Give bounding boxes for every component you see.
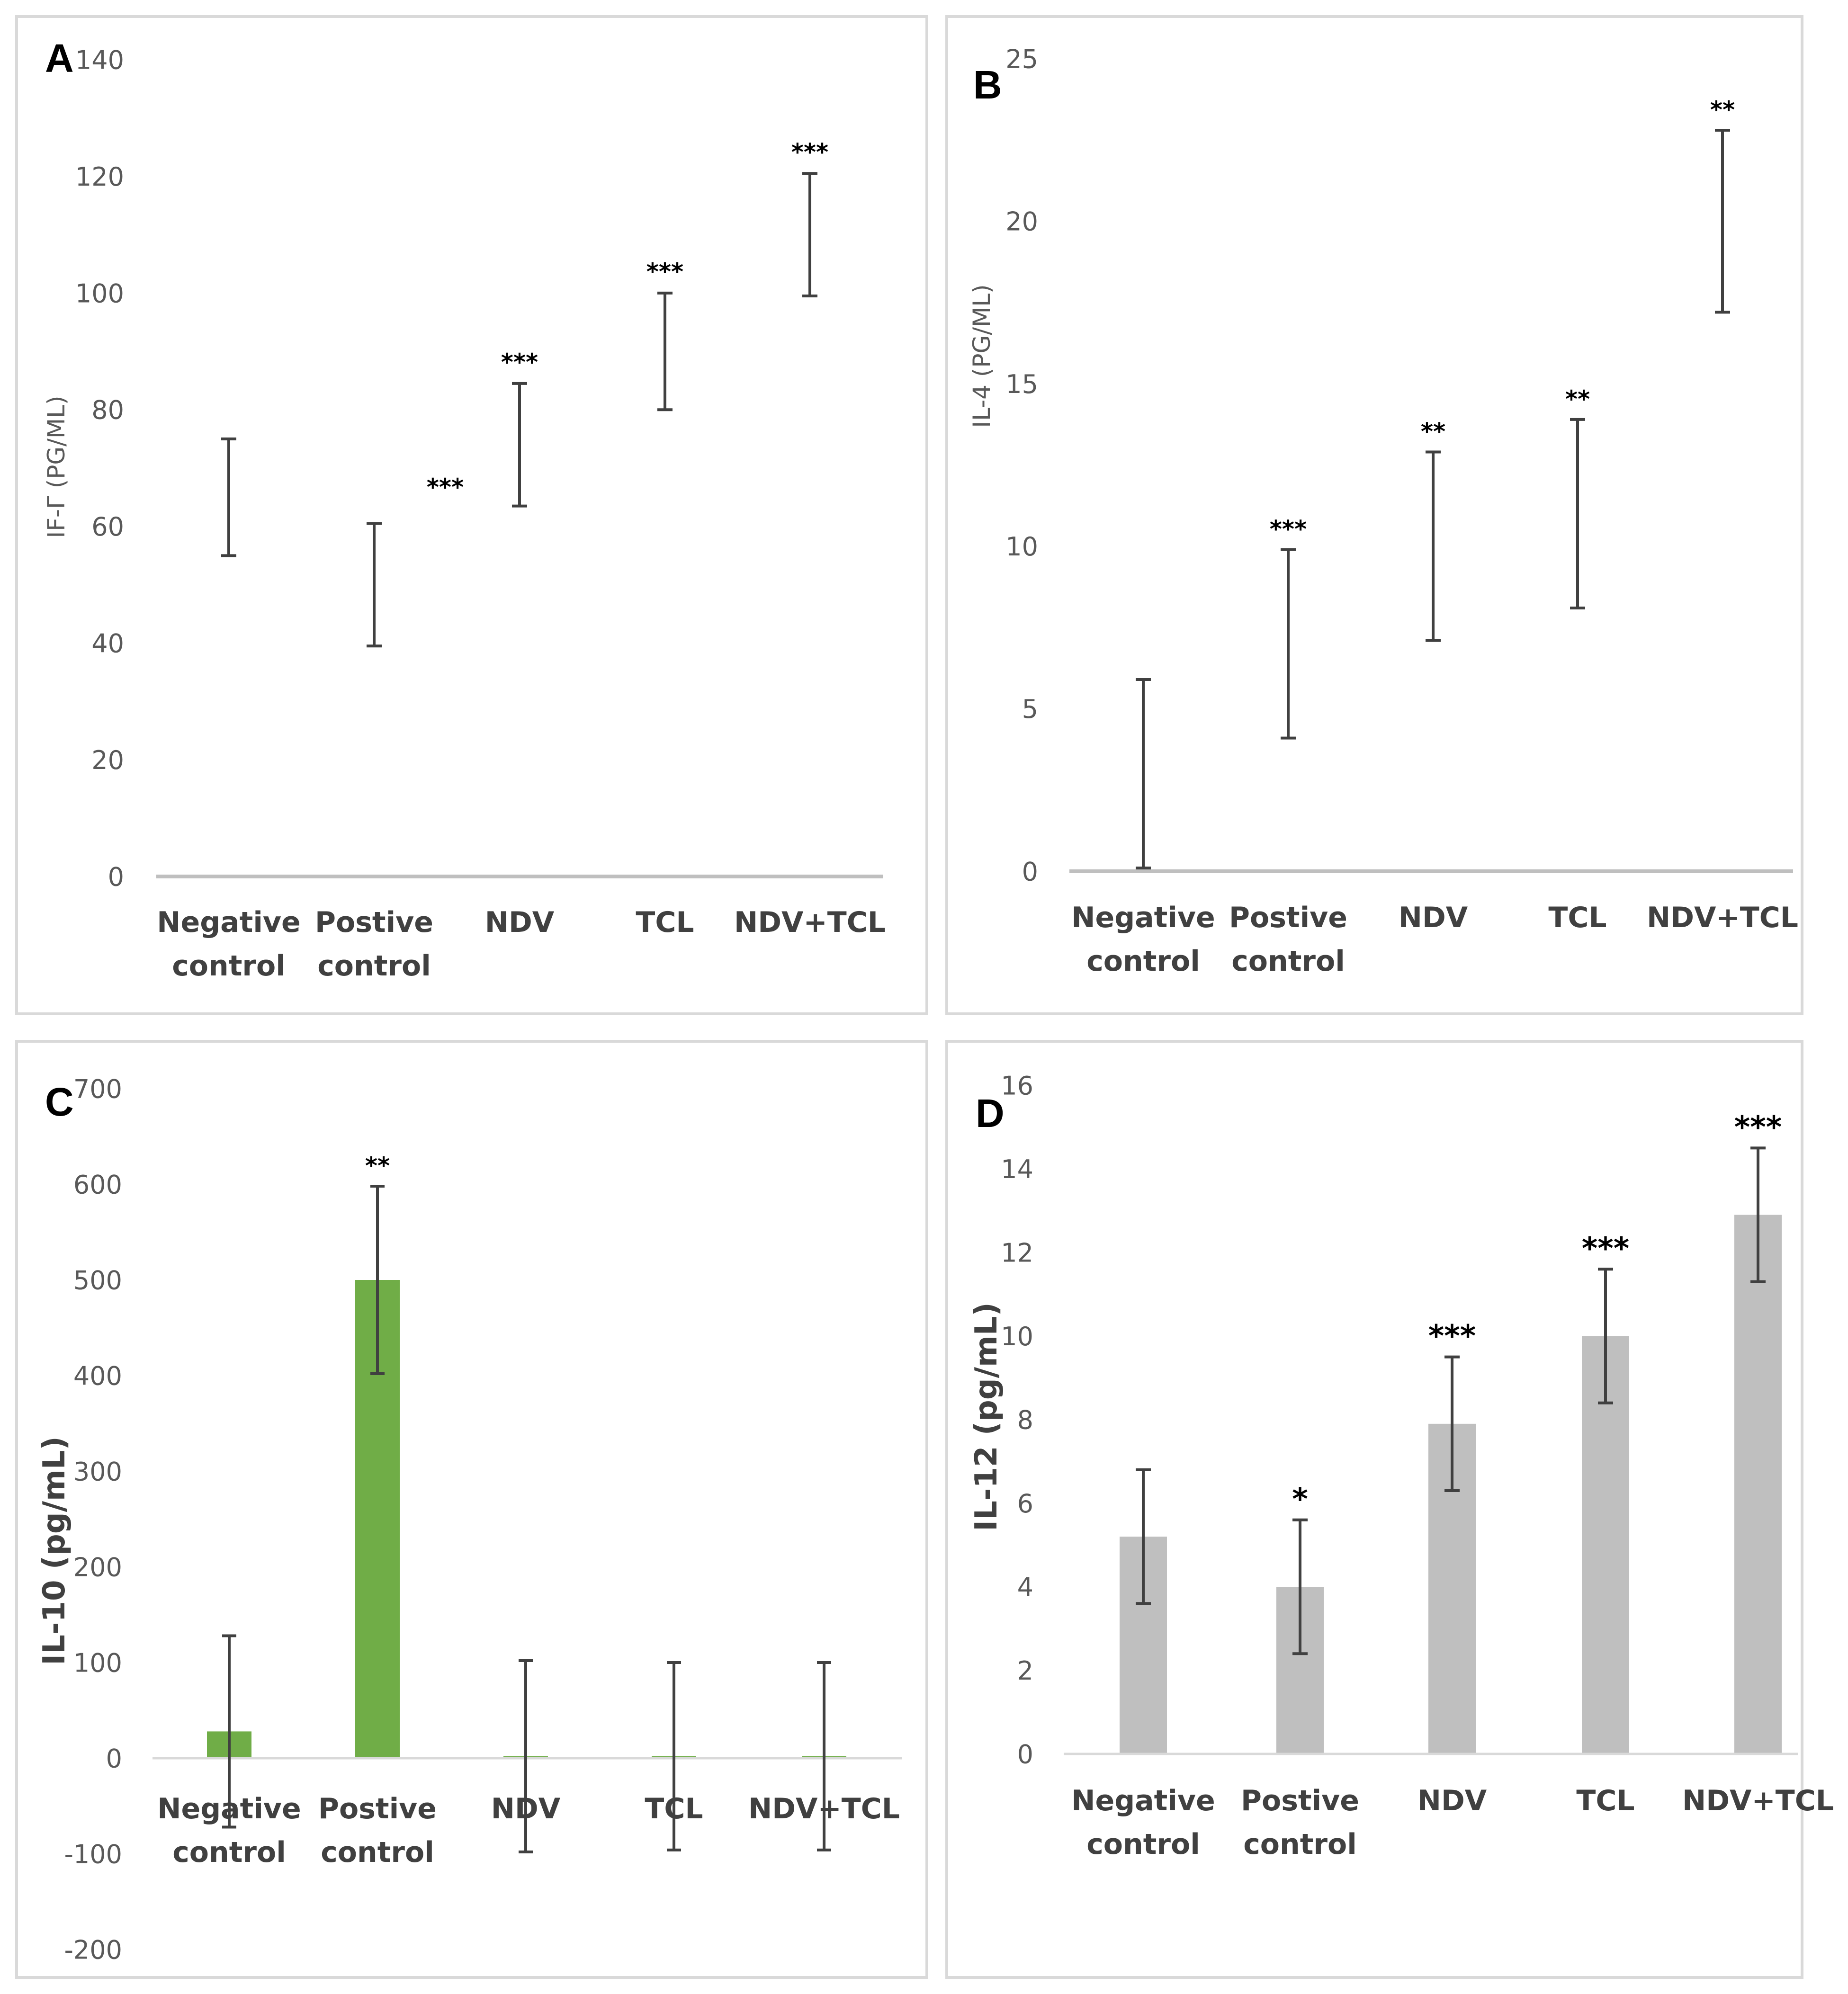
panel-b-y-axis-title: IL-4 (PG/ML) — [968, 284, 996, 428]
panel-b-ytick-label: 25 — [1005, 44, 1038, 74]
panel-d-significance-marker: *** — [1582, 1231, 1629, 1266]
panel-b-category-label: Negative — [1071, 901, 1215, 934]
panel-b-category-label: NDV — [1399, 901, 1468, 934]
panel-c-frame — [15, 1040, 928, 1979]
panel-b-significance-marker: ** — [1565, 385, 1590, 413]
panel-b-ytick-label: 0 — [1022, 857, 1038, 886]
panel-b-ytick-label: 5 — [1022, 694, 1038, 724]
panel-b-ytick-label: 20 — [1005, 207, 1038, 237]
panel-a-y-axis-title: IF-Γ (PG/ML) — [43, 395, 70, 538]
panel-c-category-label: Postive — [318, 1792, 437, 1825]
panel-b-category-label: Postive — [1229, 901, 1347, 934]
panel-c-category-label: NDV — [491, 1792, 561, 1825]
panel-d-significance-marker: * — [1292, 1482, 1308, 1517]
panel-d-category-label: TCL — [1576, 1784, 1634, 1817]
panel-a-category-label: NDV — [485, 906, 555, 939]
panel-c-category-label: control — [321, 1836, 434, 1869]
panel-c-ytick-label: 500 — [73, 1265, 122, 1295]
panel-c-significance-marker: ** — [365, 1152, 390, 1180]
panel-b-letter: B — [973, 63, 1002, 107]
panel-a-frame — [15, 15, 928, 1015]
panel-a-ytick-label: 0 — [108, 862, 124, 892]
panel-c-ytick-label: 100 — [73, 1648, 122, 1678]
panel-d-significance-marker: *** — [1428, 1319, 1476, 1354]
panel-c-ytick-label: 700 — [73, 1074, 122, 1104]
panel-d-ytick-label: 12 — [1001, 1238, 1033, 1268]
panel-c-ytick-label: 600 — [73, 1170, 122, 1199]
panel-c-category-label: Negative — [157, 1792, 301, 1825]
panel-a-ytick-label: 140 — [75, 45, 124, 75]
panel-d-letter: D — [976, 1091, 1005, 1136]
panel-a-category-label: Postive — [315, 906, 433, 939]
panel-b-ytick-label: 15 — [1005, 369, 1038, 399]
panel-a-ytick-label: 100 — [75, 278, 124, 308]
panel-c-ytick-label: 0 — [106, 1744, 122, 1773]
panel-d-ytick-label: 2 — [1017, 1656, 1033, 1686]
panel-b-ytick-label: 10 — [1005, 532, 1038, 562]
panel-a-ytick-label: 60 — [91, 512, 124, 542]
panel-d-bar — [1582, 1336, 1629, 1754]
panel-a-significance-marker: *** — [427, 474, 464, 501]
panel-b-significance-marker: ** — [1421, 418, 1445, 446]
panel-d-ytick-label: 4 — [1017, 1572, 1033, 1602]
panel-d-category-label: control — [1086, 1828, 1200, 1861]
panel-a-ytick-label: 80 — [91, 395, 124, 425]
panel-a-ytick-label: 120 — [75, 162, 124, 192]
panel-d-category-label: NDV — [1417, 1784, 1487, 1817]
panel-c-ytick-label: 300 — [73, 1457, 122, 1486]
panel-d-significance-marker: *** — [1734, 1110, 1782, 1145]
panel-d-bar — [1734, 1215, 1782, 1754]
panel-d-category-label: NDV+TCL — [1682, 1784, 1834, 1817]
panel-b-significance-marker: ** — [1710, 96, 1735, 124]
panel-d-ytick-label: 14 — [1001, 1154, 1033, 1184]
panel-a-category-label: Negative — [157, 906, 300, 939]
panel-a-category-label: control — [317, 949, 431, 983]
panel-c-ytick-label: -100 — [64, 1839, 122, 1869]
panel-a-significance-marker: *** — [646, 258, 683, 286]
panel-d-frame — [945, 1040, 1803, 1979]
panel-a-category-label: NDV+TCL — [734, 906, 886, 939]
panel-d-y-axis-title: IL-12 (pg/mL) — [969, 1302, 1004, 1531]
panel-b-frame — [945, 15, 1803, 1015]
panel-d-ytick-label: 6 — [1017, 1489, 1033, 1519]
panel-b-category-label: control — [1231, 945, 1345, 978]
panel-c-category-label: TCL — [645, 1792, 703, 1825]
panel-c-ytick-label: -200 — [64, 1935, 122, 1965]
panel-a-significance-marker: *** — [791, 138, 828, 166]
panel-d-ytick-label: 8 — [1017, 1405, 1033, 1435]
panel-a-significance-marker: *** — [501, 349, 538, 376]
panel-a-letter: A — [45, 36, 74, 80]
panel-d-category-label: Negative — [1071, 1784, 1215, 1817]
panel-b-category-label: control — [1086, 945, 1200, 978]
panel-d-ytick-label: 0 — [1017, 1739, 1033, 1769]
panel-a-ytick-label: 20 — [91, 745, 124, 775]
panel-d-ytick-label: 16 — [1001, 1071, 1033, 1100]
panel-c-ytick-label: 200 — [73, 1552, 122, 1582]
panel-b-category-label: TCL — [1548, 901, 1606, 934]
panel-a-category-label: control — [172, 949, 286, 983]
panel-c-y-axis-title: IL-10 (pg/mL) — [37, 1436, 72, 1665]
panel-d-category-label: Postive — [1241, 1784, 1359, 1817]
panel-a-category-label: TCL — [636, 906, 694, 939]
panel-c-letter: C — [45, 1080, 74, 1124]
panel-d-ytick-label: 10 — [1001, 1322, 1033, 1351]
panel-c-category-label: NDV+TCL — [748, 1792, 900, 1825]
panel-c-category-label: control — [172, 1836, 286, 1869]
panel-c-ytick-label: 400 — [73, 1361, 122, 1391]
panel-b-category-label: NDV+TCL — [1647, 901, 1798, 934]
panel-d-category-label: control — [1243, 1828, 1357, 1861]
panel-a-ytick-label: 40 — [91, 629, 124, 659]
panel-b-significance-marker: *** — [1270, 515, 1307, 543]
